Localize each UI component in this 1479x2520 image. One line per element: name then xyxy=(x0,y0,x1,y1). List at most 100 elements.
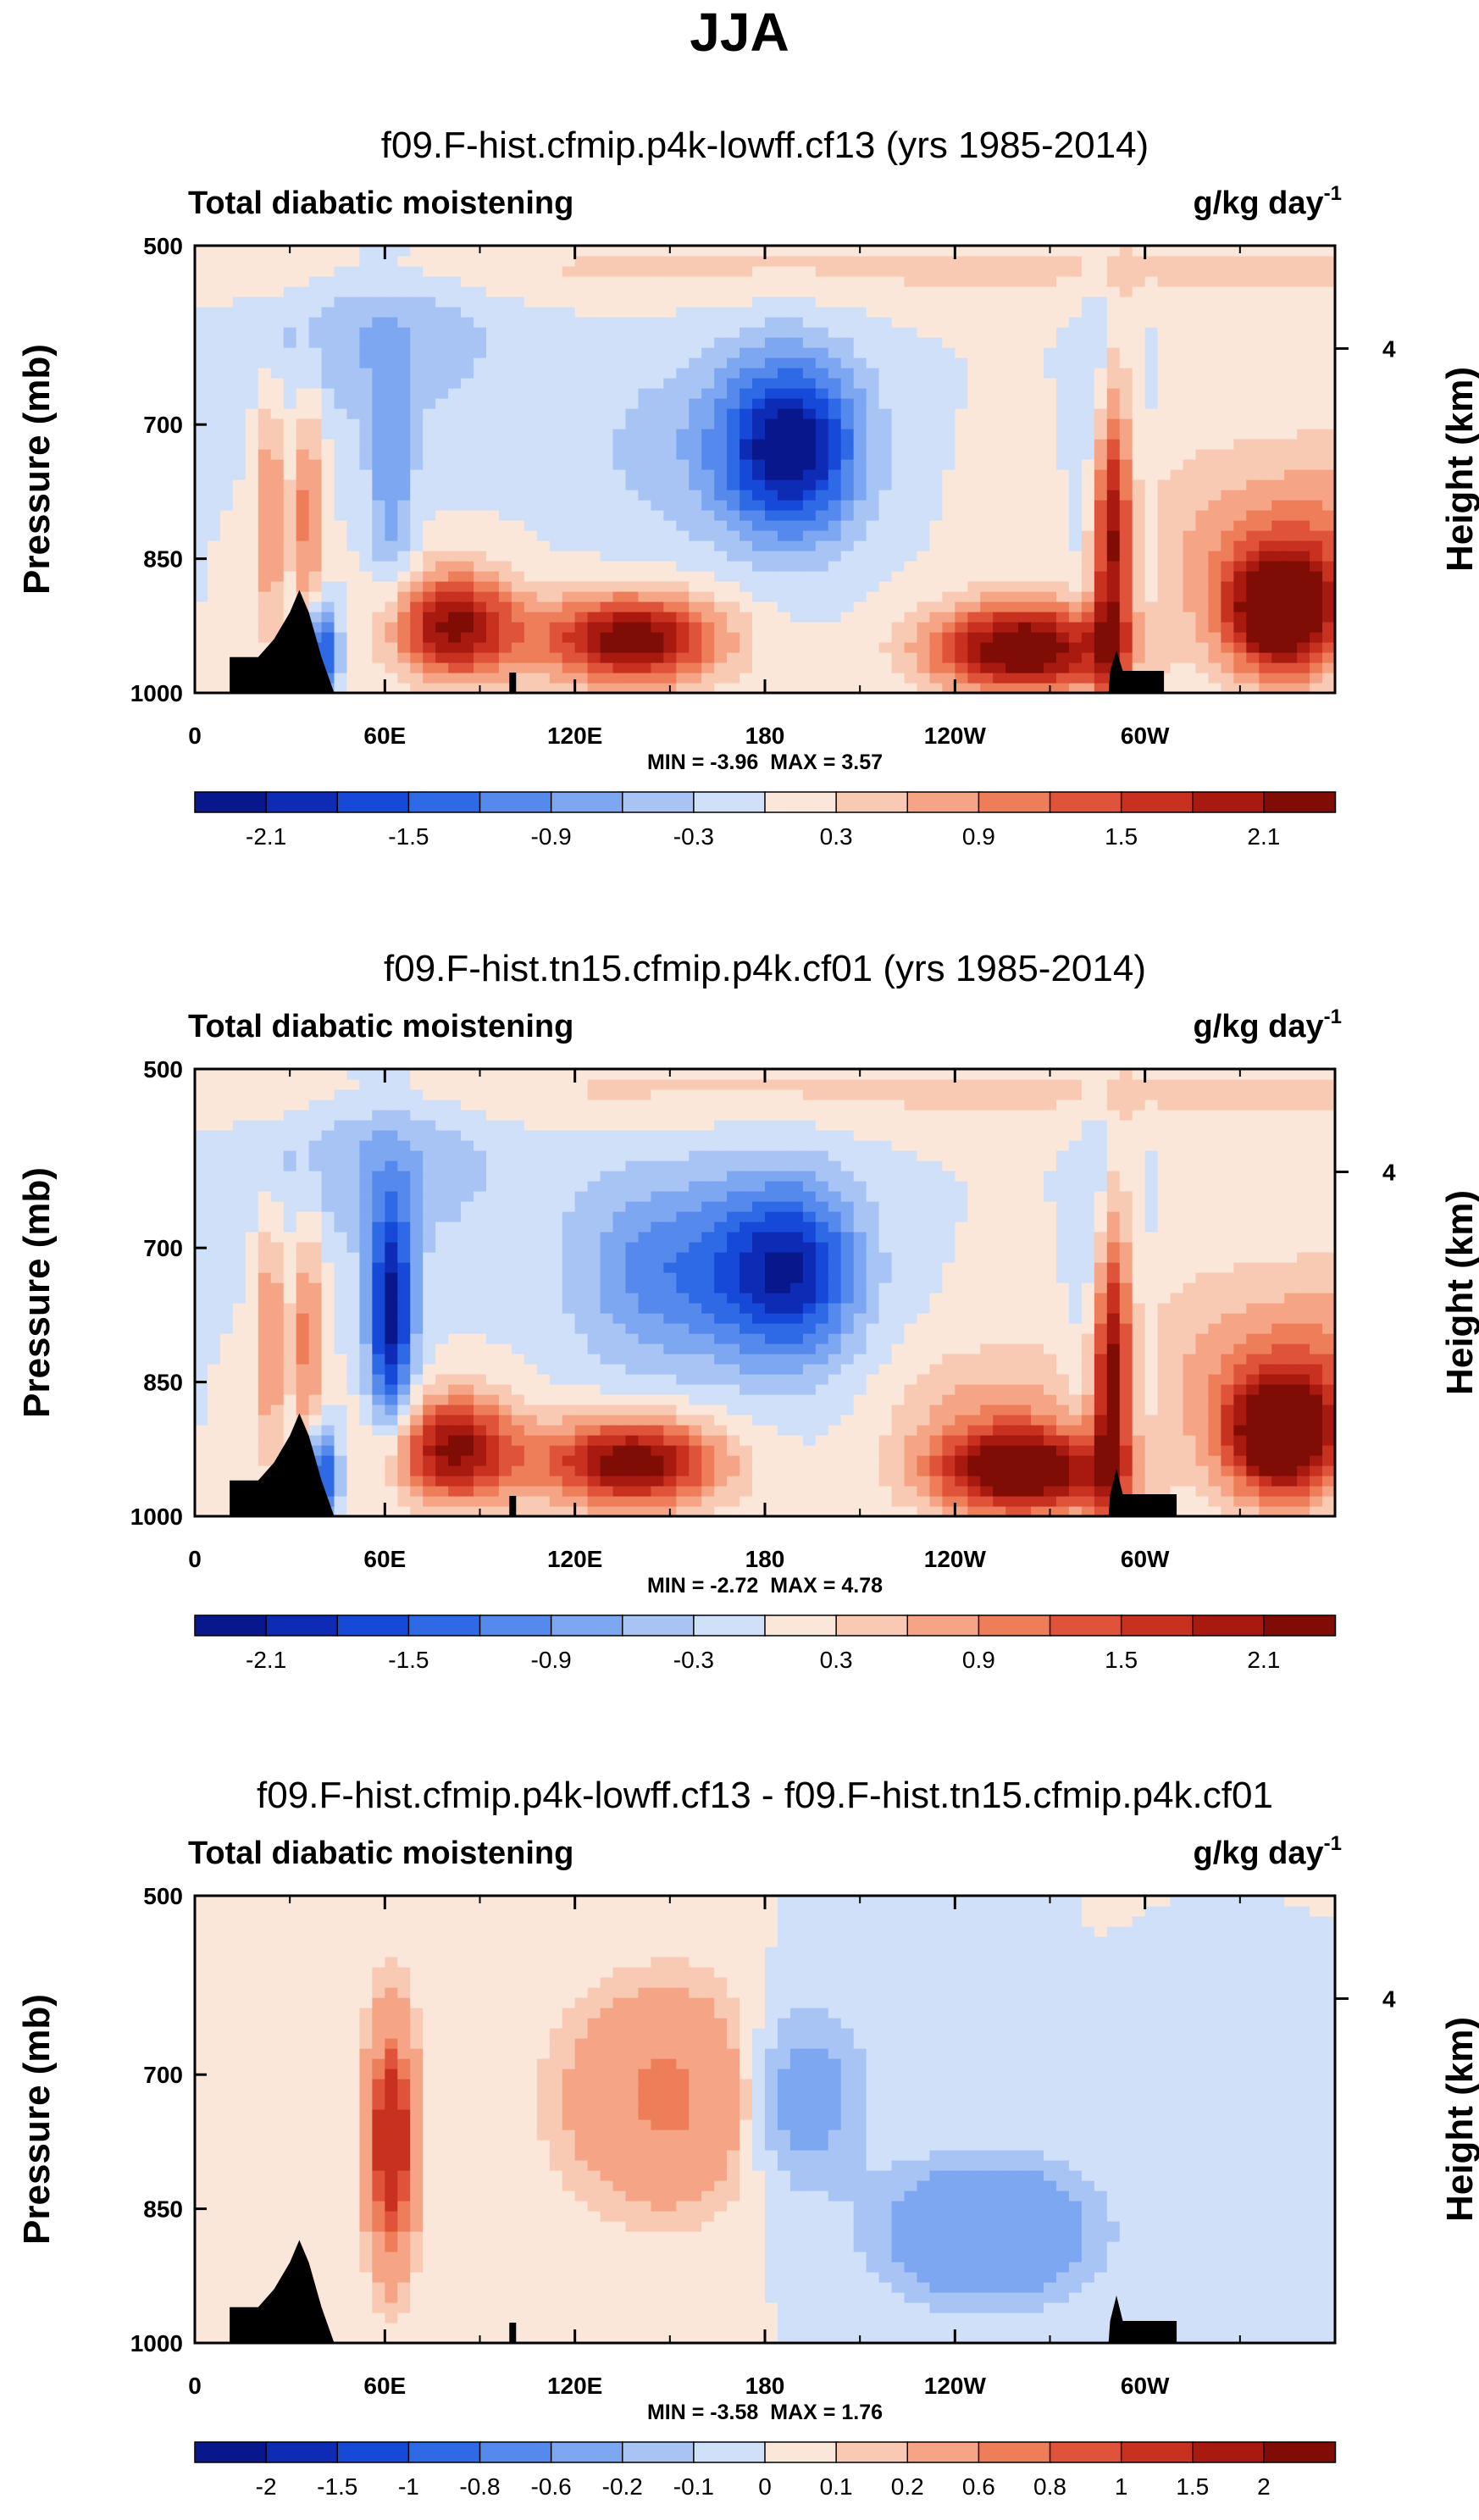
field-cell xyxy=(1183,307,1197,318)
field-cell xyxy=(727,337,740,348)
field-cell xyxy=(600,317,614,328)
field-cell xyxy=(727,540,740,551)
field-cell xyxy=(423,1415,436,1426)
field-cell xyxy=(1031,520,1044,531)
field-cell xyxy=(1081,256,1095,267)
field-cell xyxy=(397,1486,411,1497)
field-cell xyxy=(270,1384,285,1395)
field-cell xyxy=(359,1394,373,1405)
field-cell xyxy=(1195,581,1210,592)
field-cell xyxy=(308,1333,323,1344)
field-cell xyxy=(385,388,398,399)
field-cell xyxy=(385,1252,398,1263)
field-cell xyxy=(536,540,551,551)
field-cell xyxy=(1183,337,1197,348)
field-cell xyxy=(587,673,601,684)
field-cell xyxy=(752,561,766,572)
field-cell xyxy=(1195,591,1210,602)
field-cell xyxy=(993,256,1006,267)
field-cell xyxy=(296,1120,310,1131)
field-cell xyxy=(1068,683,1083,694)
field-cell xyxy=(1310,357,1323,368)
field-cell xyxy=(929,327,943,338)
field-cell xyxy=(1094,479,1108,490)
field-cell xyxy=(651,317,664,328)
field-cell xyxy=(740,408,753,419)
field-cell xyxy=(385,551,398,562)
field-cell xyxy=(765,246,778,257)
field-cell xyxy=(385,378,398,389)
field-cell xyxy=(474,357,487,368)
field-cell xyxy=(752,378,766,389)
field-cell xyxy=(372,307,385,318)
field-cell xyxy=(840,337,855,348)
field-cell xyxy=(587,469,601,480)
field-cell xyxy=(1259,357,1272,368)
field-cell xyxy=(765,530,778,541)
field-cell xyxy=(929,571,943,582)
field-cell xyxy=(423,439,436,450)
field-cell xyxy=(1031,652,1044,663)
field-cell xyxy=(942,449,956,460)
field-cell xyxy=(765,571,778,582)
field-cell xyxy=(385,1425,398,1436)
field-cell xyxy=(258,1272,272,1283)
field-cell xyxy=(397,1089,411,1100)
field-cell xyxy=(1132,327,1146,338)
field-cell xyxy=(727,246,740,257)
field-cell xyxy=(727,418,740,429)
field-cell xyxy=(1055,581,1070,592)
field-cell xyxy=(359,1099,373,1110)
colorbar-swatch xyxy=(978,791,1051,813)
field-cell xyxy=(980,307,994,318)
field-cell xyxy=(878,581,893,592)
field-cell xyxy=(385,459,398,470)
field-cell xyxy=(219,1201,234,1212)
field-cell xyxy=(967,398,981,409)
field-cell xyxy=(1271,591,1285,602)
field-cell xyxy=(1310,591,1323,602)
field-cell xyxy=(1208,510,1221,521)
field-cell xyxy=(980,337,994,348)
field-cell xyxy=(219,530,234,541)
field-cell xyxy=(612,337,627,348)
field-cell xyxy=(296,479,310,490)
field-cell xyxy=(461,337,474,348)
field-cell xyxy=(980,662,994,673)
field-cell xyxy=(625,571,640,582)
field-cell xyxy=(1055,591,1070,602)
field-cell xyxy=(701,388,715,399)
field-cell xyxy=(448,622,462,633)
field-cell xyxy=(207,1150,221,1161)
field-cell xyxy=(245,469,259,480)
field-cell xyxy=(802,490,817,501)
field-cell xyxy=(727,307,740,318)
field-cell xyxy=(840,479,855,490)
field-cell xyxy=(917,246,931,257)
field-cell xyxy=(1044,612,1057,623)
field-cell xyxy=(562,459,576,470)
field-cell xyxy=(929,449,943,460)
field-cell xyxy=(1144,418,1159,429)
field-cell xyxy=(232,1272,246,1283)
field-cell xyxy=(219,551,234,562)
field-cell xyxy=(448,408,462,419)
field-cell xyxy=(840,520,855,531)
field-cell xyxy=(625,296,640,307)
field-cell xyxy=(777,347,791,358)
field-cell xyxy=(219,642,234,653)
field-cell xyxy=(651,357,664,368)
field-cell xyxy=(410,1425,424,1436)
field-cell xyxy=(423,1465,436,1476)
field-cell xyxy=(1144,601,1159,612)
field-cell xyxy=(207,1394,221,1405)
field-cell xyxy=(245,1303,259,1314)
field-cell xyxy=(878,286,893,297)
field-cell xyxy=(245,1313,259,1324)
field-cell xyxy=(372,256,385,267)
field-cell xyxy=(676,561,690,572)
field-cell xyxy=(397,1323,411,1334)
field-cell xyxy=(1310,276,1323,287)
field-cell xyxy=(993,378,1006,389)
y-tick-label: 700 xyxy=(143,412,183,438)
